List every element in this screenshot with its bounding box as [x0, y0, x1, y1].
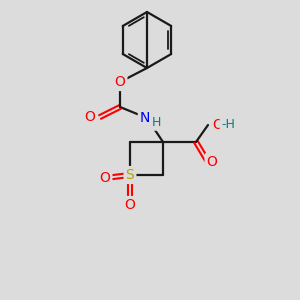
Text: O: O — [124, 198, 135, 212]
Text: H: H — [151, 116, 161, 130]
Text: O: O — [212, 118, 223, 132]
Text: S: S — [126, 168, 134, 182]
Text: O: O — [115, 75, 125, 89]
Text: N: N — [140, 111, 150, 125]
Text: O: O — [207, 155, 218, 169]
Text: -H: -H — [221, 118, 235, 131]
Text: O: O — [84, 110, 95, 124]
Text: O: O — [100, 171, 110, 185]
